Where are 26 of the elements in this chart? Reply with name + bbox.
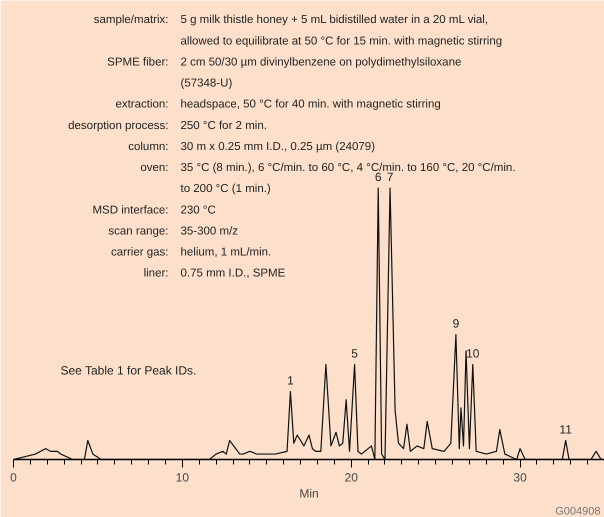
text: desorption process: 250 °C for 2 min. [68, 120, 267, 132]
annotation: 6 [374, 170, 382, 184]
text: allowed to equilibrate at 50 °C for 15 min. with magnetic stirring [180, 35, 502, 48]
annotation: See Table 1 for Peak IDs. [60, 364, 196, 378]
annotation: 5 [351, 346, 358, 360]
x-tick-label: 10 [176, 470, 190, 484]
x-tick-label: 0 [10, 470, 18, 484]
x-axis-title: Min [299, 486, 319, 500]
text: extraction: headspace, 50 °C for 40 min. with magnetic stirring [115, 98, 441, 111]
annotation: MSD interface: 230 °C [92, 204, 216, 216]
annotation: 9 [452, 316, 460, 331]
text: (57348-U) [180, 78, 232, 90]
text: column: 30 m x 0.25 mm I.D., 0.25 µm (24079) [128, 140, 376, 153]
annotation: 10 [466, 346, 480, 360]
annotation: to 200 °C (1 min.) [180, 183, 271, 196]
annotation: 7 [386, 170, 394, 184]
x-tick-label: 20 [344, 470, 358, 484]
text: sample/matrix: 5 g milk thistle honey + 5 mL bidistilled water in a 20 mL vial, [94, 14, 488, 26]
text: G004908 [555, 506, 601, 517]
annotation: 11 [559, 422, 572, 436]
annotation: scan range: 35-300 m/z [108, 225, 238, 238]
annotation: liner: 0.75 mm I.D., SPME [144, 268, 286, 280]
annotation: carrier gas: helium, 1 mL/min. [110, 246, 272, 259]
text: SPME fiber: 2 cm 50/30 µm divinylbenzene on polydimethylsiloxane [107, 56, 462, 68]
annotation: 1 [287, 374, 294, 388]
x-tick-label: 30 [513, 470, 528, 484]
